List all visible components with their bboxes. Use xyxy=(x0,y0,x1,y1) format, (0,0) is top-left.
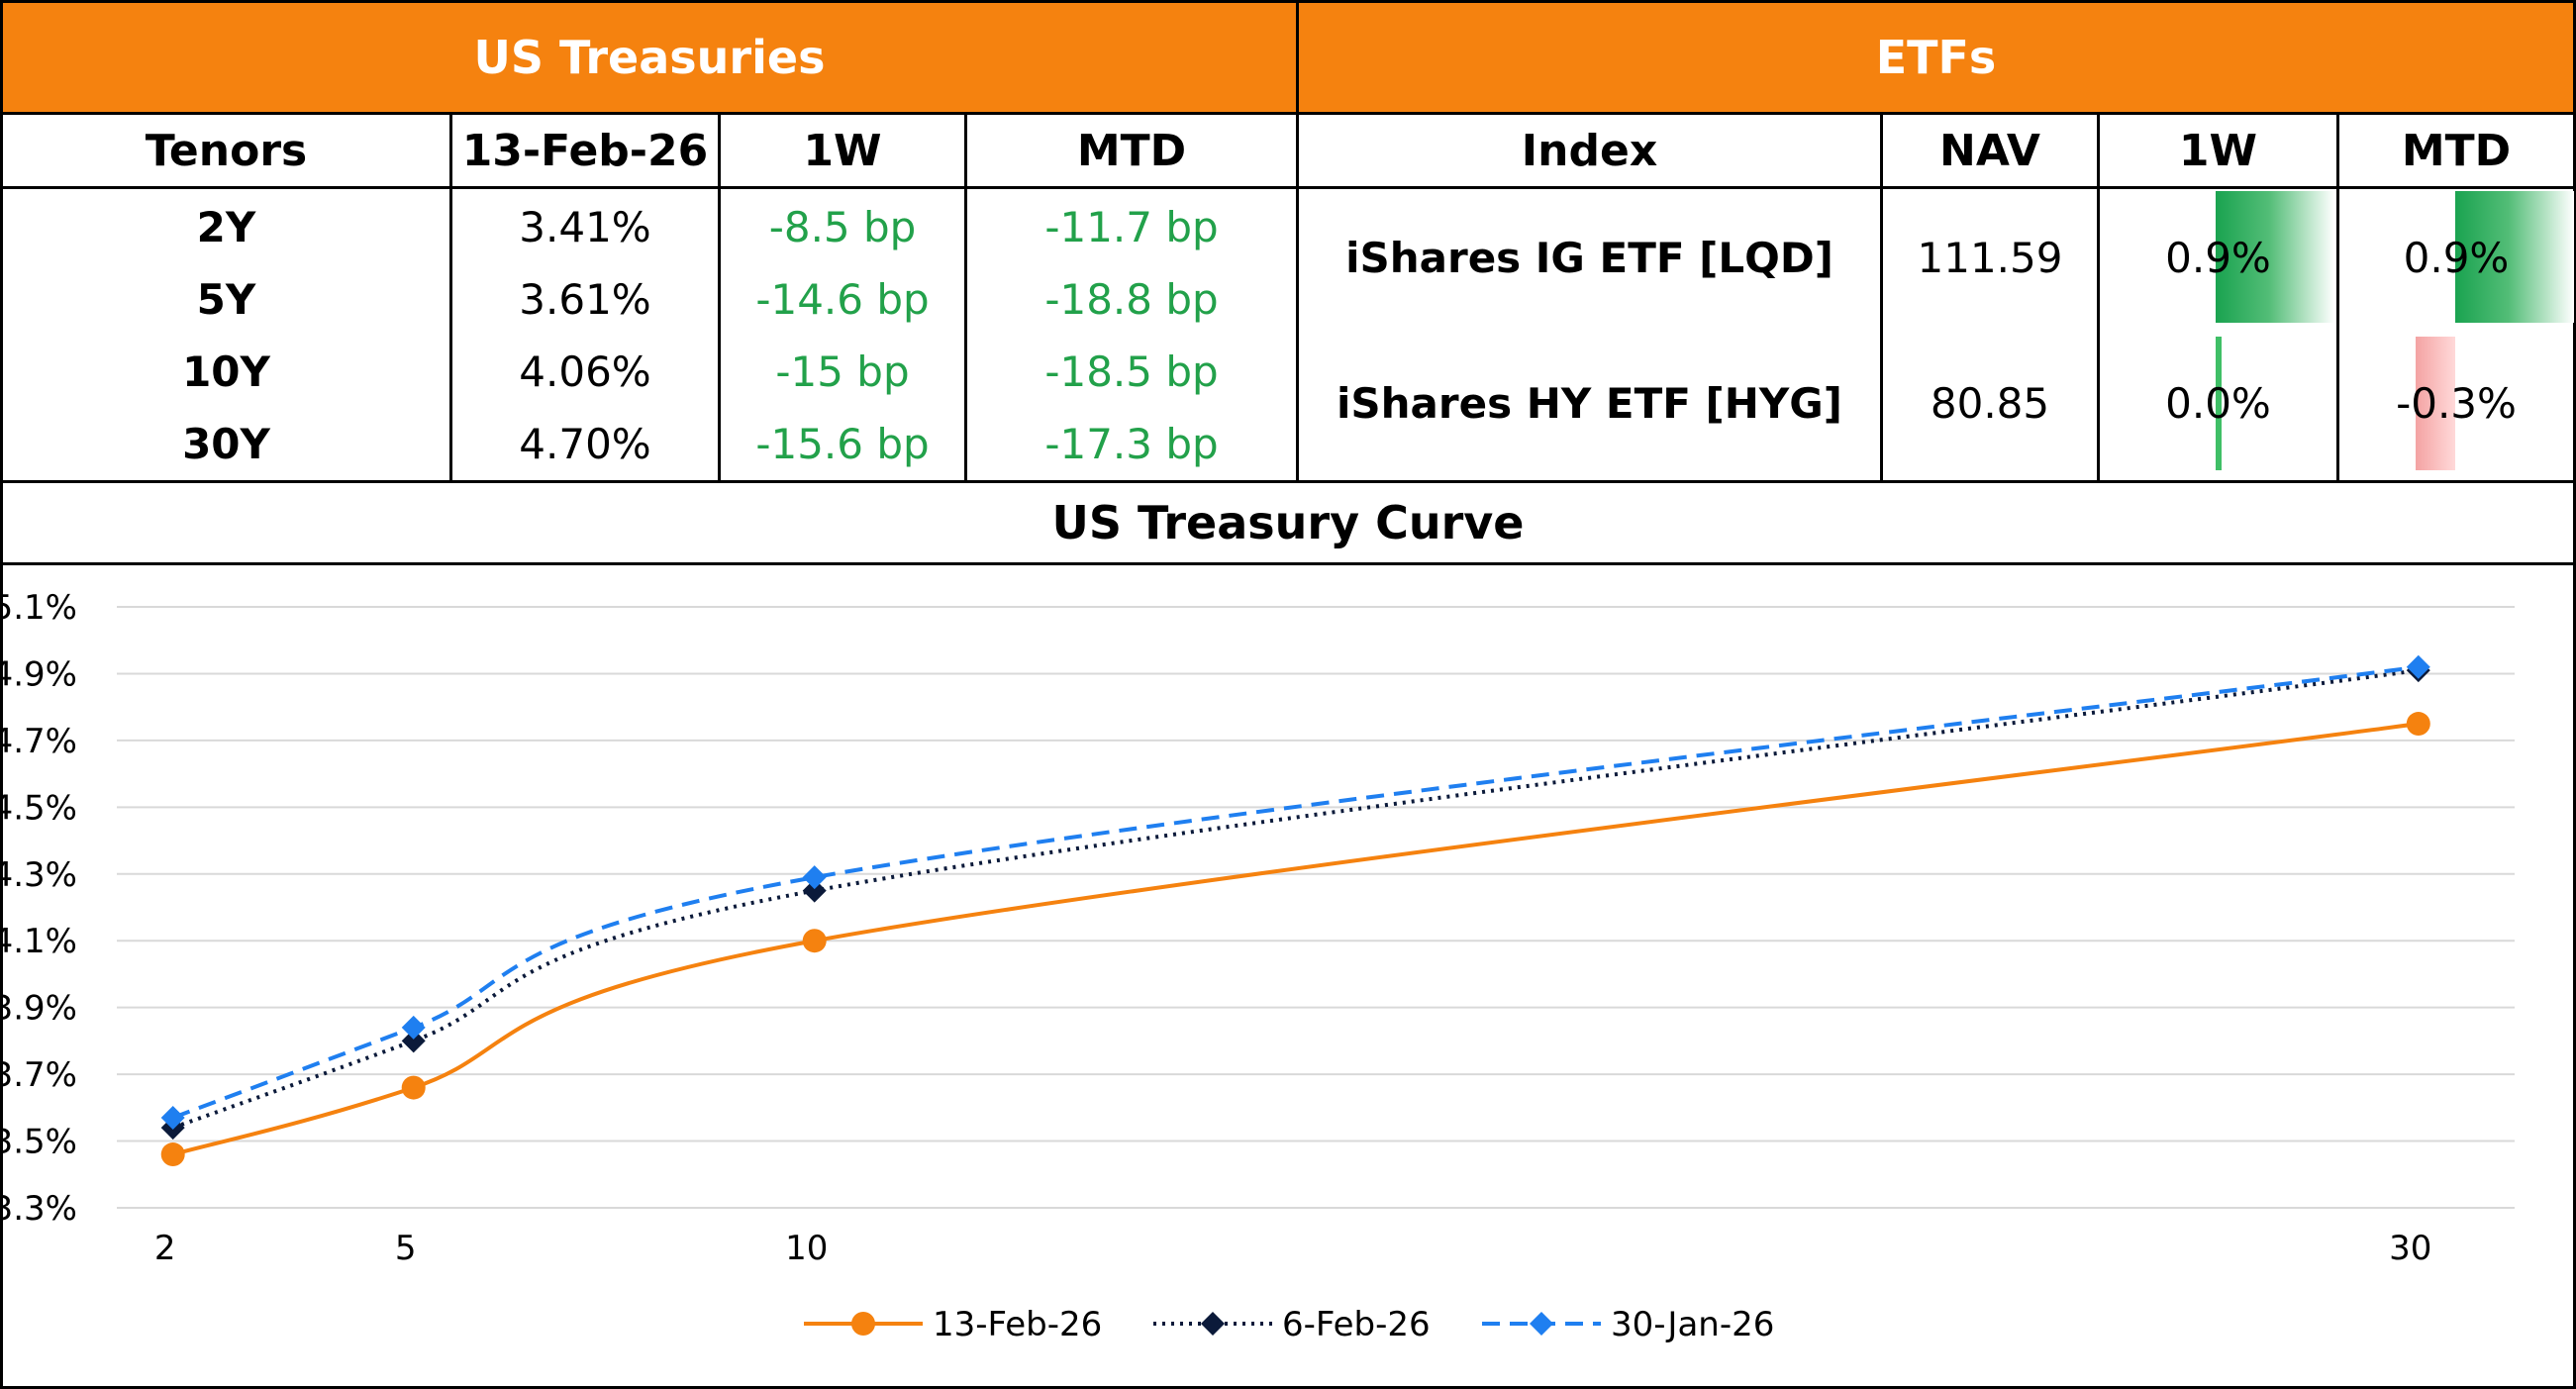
legend-marker-13-feb-26 xyxy=(851,1312,875,1336)
etf-1w-hyg: 0.0% xyxy=(2165,379,2271,428)
point-6-feb-26 xyxy=(401,1029,426,1053)
x-tick-label: 2 xyxy=(154,1229,176,1268)
mtd-2y: -11.7 bp xyxy=(1044,202,1219,251)
col-header-date: 13-Feb-26 xyxy=(449,112,721,189)
hyg-1w-bar xyxy=(2216,337,2222,470)
y-tick-label: 3.3% xyxy=(0,1189,77,1229)
w1-2y: -8.5 bp xyxy=(768,202,917,251)
y-tick-label: 4.1% xyxy=(0,922,77,961)
mtd-30y: -17.3 bp xyxy=(1044,419,1219,468)
point-13-feb-26 xyxy=(160,1142,185,1167)
series-line-6-feb-26 xyxy=(172,668,2420,1130)
y-tick-label: 3.9% xyxy=(0,989,77,1029)
etf-1w-lqd: 0.9% xyxy=(2165,234,2271,282)
col-header-mtd: MTD xyxy=(964,112,1299,189)
mtd-10y: -18.5 bp xyxy=(1044,347,1219,396)
point-30-jan-26 xyxy=(802,865,827,890)
point-30-jan-26 xyxy=(401,1015,426,1040)
lqd-1w-bar xyxy=(2216,191,2334,323)
point-13-feb-26 xyxy=(802,929,827,953)
w1-30y: -15.6 bp xyxy=(755,419,930,468)
yield-30y: 4.70% xyxy=(519,419,651,468)
chart-area xyxy=(0,562,2576,1389)
series-line-13-feb-26 xyxy=(172,722,2420,1156)
legend-marker-30-jan-26 xyxy=(1530,1312,1553,1336)
lqd-mtd-bar xyxy=(2455,191,2574,323)
etf-mtd-hyg: -0.3% xyxy=(2396,379,2517,428)
etfs-header: ETFs xyxy=(1296,0,2576,115)
col-header-1w: 1W xyxy=(718,112,967,189)
legend-label: 13-Feb-26 xyxy=(933,1305,1102,1344)
treasury-curve-chart: 3.3% 3.5% 3.7% 3.9% 4.1% 4.3% 4.5% 4.7% 4.9% 5.1%… xyxy=(0,588,2515,1344)
point-13-feb-26 xyxy=(401,1075,426,1100)
tenor-2y: 2Y xyxy=(196,202,256,251)
etf-name-hyg: iShares HY ETF [HYG] xyxy=(1337,379,1842,428)
tenor-30y: 30Y xyxy=(182,419,270,468)
point-30-jan-26 xyxy=(160,1105,185,1130)
col-header-etf-mtd: MTD xyxy=(2336,112,2576,189)
hyg-mtd-bar xyxy=(2416,337,2455,470)
col-header-nav: NAV xyxy=(1880,112,2100,189)
yield-5y: 3.61% xyxy=(519,274,651,324)
series-line-30-jan-26 xyxy=(172,664,2420,1120)
etf-nav-lqd: 111.59 xyxy=(1917,234,2063,282)
point-30-jan-26 xyxy=(2406,654,2430,679)
treasuries-header: US Treasuries xyxy=(0,0,1299,115)
col-header-etf-1w: 1W xyxy=(2097,112,2339,189)
y-tick-label: 4.3% xyxy=(0,855,77,895)
legend-marker-6-feb-26 xyxy=(1201,1312,1225,1336)
y-tick-label: 3.5% xyxy=(0,1123,77,1162)
point-13-feb-26 xyxy=(2406,712,2430,737)
yield-10y: 4.06% xyxy=(519,347,651,396)
y-tick-label: 4.9% xyxy=(0,654,77,694)
etf-mtd-lqd: 0.9% xyxy=(2403,234,2510,282)
w1-5y: -14.6 bp xyxy=(755,274,930,324)
col-header-tenors: Tenors xyxy=(0,112,452,189)
x-tick-label: 5 xyxy=(395,1229,417,1268)
y-tick-label: 4.5% xyxy=(0,788,77,828)
chart-title: US Treasury Curve xyxy=(0,480,2576,565)
x-tick-label: 30 xyxy=(2389,1229,2431,1268)
y-tick-label: 3.7% xyxy=(0,1055,77,1095)
etf-nav-hyg: 80.85 xyxy=(1930,379,2050,428)
tenor-5y: 5Y xyxy=(196,274,256,324)
etf-name-lqd: iShares IG ETF [LQD] xyxy=(1345,234,1833,282)
legend-label: 30-Jan-26 xyxy=(1611,1305,1774,1344)
y-tick-label: 5.1% xyxy=(0,588,77,628)
y-tick-label: 4.7% xyxy=(0,722,77,761)
legend-label: 6-Feb-26 xyxy=(1282,1305,1431,1344)
yield-2y: 3.41% xyxy=(519,202,651,251)
mtd-5y: -18.8 bp xyxy=(1044,274,1219,324)
point-6-feb-26 xyxy=(802,878,827,903)
col-header-index: Index xyxy=(1296,112,1883,189)
w1-10y: -15 bp xyxy=(775,347,910,396)
tenor-10y: 10Y xyxy=(182,347,270,396)
x-tick-label: 10 xyxy=(785,1229,828,1268)
